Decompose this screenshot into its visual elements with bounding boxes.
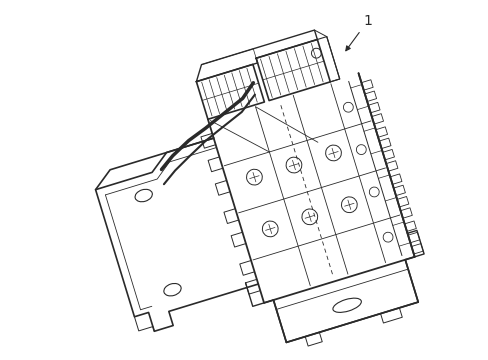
Text: 1: 1 [345,14,372,51]
